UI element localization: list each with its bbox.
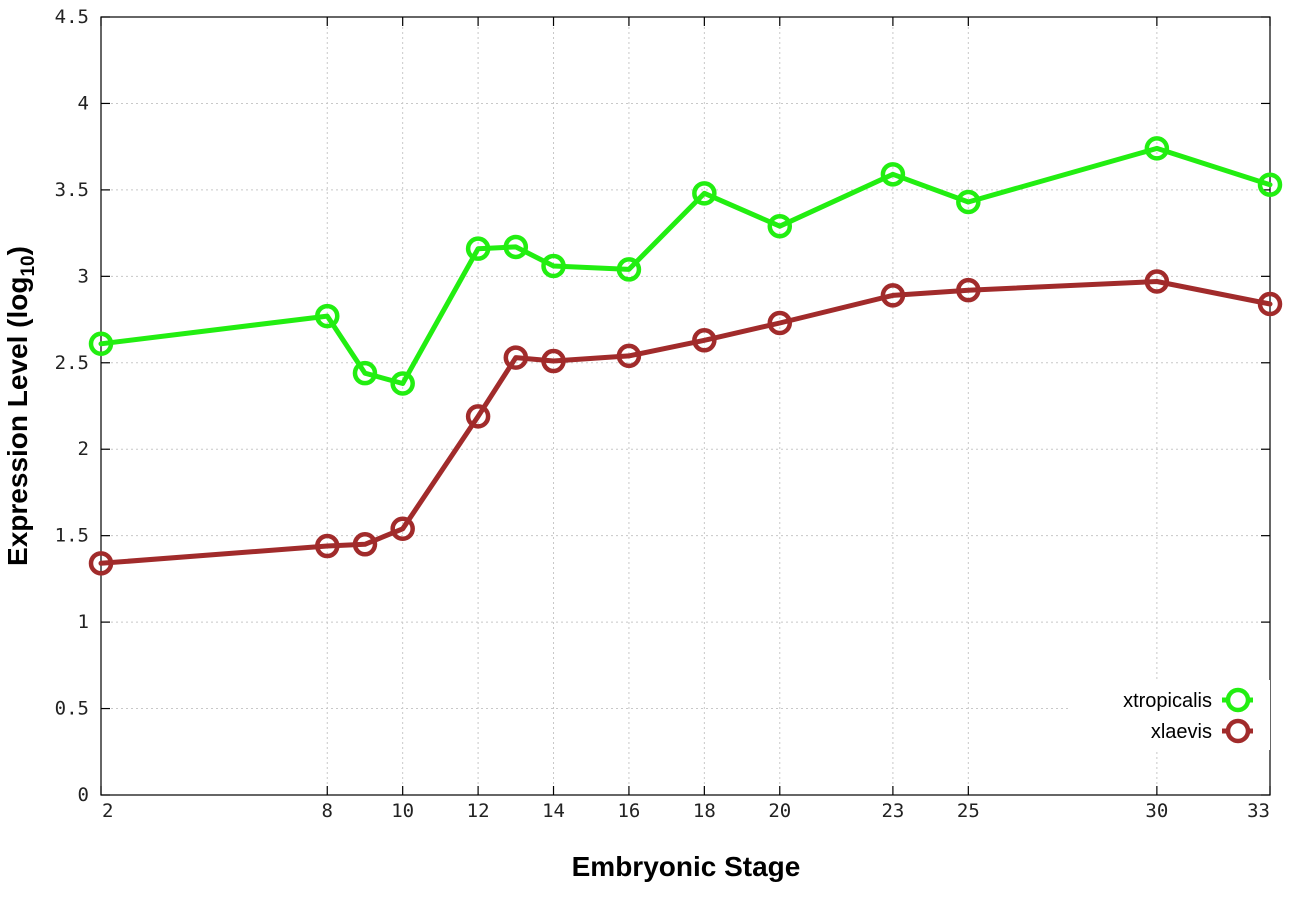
data-point-xtropicalis	[767, 213, 793, 239]
data-point-xtropicalis	[465, 236, 491, 261]
x-tick-label: 33	[1247, 800, 1270, 822]
data-point-xlaevis	[956, 277, 981, 303]
x-tick-label: 30	[1145, 800, 1168, 822]
x-tick-label: 14	[542, 800, 565, 822]
legend-marker-xlaevis	[1225, 718, 1251, 744]
data-point-xlaevis	[616, 343, 642, 369]
y-tick-label: 4	[78, 92, 89, 114]
data-point-xtropicalis	[315, 303, 340, 329]
y-tick-label: 2.5	[55, 352, 89, 374]
data-point-xlaevis	[880, 283, 906, 308]
y-axis-title-main: Expression Level (log	[2, 277, 33, 566]
data-point-xlaevis	[1257, 291, 1283, 317]
data-point-xtropicalis	[1144, 136, 1170, 161]
series-xlaevis	[88, 269, 1283, 576]
data-point-xtropicalis	[503, 234, 529, 260]
legend-marker-xtropicalis	[1225, 687, 1251, 713]
data-point-xlaevis	[503, 345, 529, 370]
axis-ticks: 0 0.5 1 1.5 2 2.5 3 3.5 4 4.5 2 8 10 12 14 16 18 20 23 25 30…	[55, 6, 1271, 822]
data-point-xtropicalis	[88, 331, 114, 357]
x-tick-label: 23	[881, 800, 904, 822]
legend-label-xlaevis: xlaevis	[1151, 721, 1212, 743]
data-point-xlaevis	[315, 533, 340, 559]
data-point-xtropicalis	[541, 253, 566, 279]
data-point-xlaevis	[88, 551, 114, 576]
series-line-xlaevis	[98, 279, 1273, 566]
y-tick-label: 2	[78, 438, 89, 460]
y-tick-label: 0	[78, 784, 89, 806]
x-tick-label: 25	[957, 800, 980, 822]
x-tick-label: 12	[467, 800, 490, 822]
series-line-xtropicalis	[98, 145, 1273, 386]
data-point-xlaevis	[767, 310, 793, 336]
data-point-xlaevis	[541, 348, 566, 374]
x-axis-title: Embryonic Stage	[572, 851, 801, 882]
x-tick-label: 2	[102, 800, 113, 822]
x-tick-label: 20	[768, 800, 791, 822]
x-tick-label: 10	[391, 800, 414, 822]
data-point-xlaevis	[692, 328, 717, 353]
y-tick-label: 0.5	[55, 698, 89, 720]
plot-frame	[100, 16, 1271, 796]
data-point-xtropicalis	[1257, 172, 1283, 197]
data-point-xlaevis	[465, 404, 491, 429]
data-point-xlaevis	[352, 532, 378, 557]
x-tick-label: 8	[322, 800, 333, 822]
x-tick-label: 16	[617, 800, 640, 822]
y-axis-title-close: )	[2, 246, 33, 255]
grid	[101, 17, 1270, 795]
y-axis-title: Expression Level (log10)	[2, 246, 39, 566]
series-xtropicalis	[88, 136, 1283, 396]
data-point-xtropicalis	[352, 360, 378, 386]
y-tick-label: 3	[78, 265, 89, 287]
data-point-xtropicalis	[692, 181, 717, 206]
data-point-xtropicalis	[390, 371, 415, 396]
legend-label-xtropicalis: xtropicalis	[1123, 690, 1212, 712]
series-group	[88, 136, 1283, 576]
y-tick-label: 3.5	[55, 179, 89, 201]
x-tick-label: 18	[693, 800, 716, 822]
y-tick-label: 1.5	[55, 525, 89, 547]
data-point-xlaevis	[1144, 269, 1170, 294]
y-axis-title-subscript: 10	[18, 255, 39, 276]
data-point-xtropicalis	[616, 257, 642, 282]
data-point-xtropicalis	[880, 162, 906, 187]
data-point-xlaevis	[390, 516, 415, 542]
y-tick-label: 1	[78, 611, 89, 633]
y-tick-label: 4.5	[55, 6, 89, 28]
data-point-xtropicalis	[956, 189, 981, 215]
legend: xtropicalis xlaevis	[1070, 680, 1270, 750]
